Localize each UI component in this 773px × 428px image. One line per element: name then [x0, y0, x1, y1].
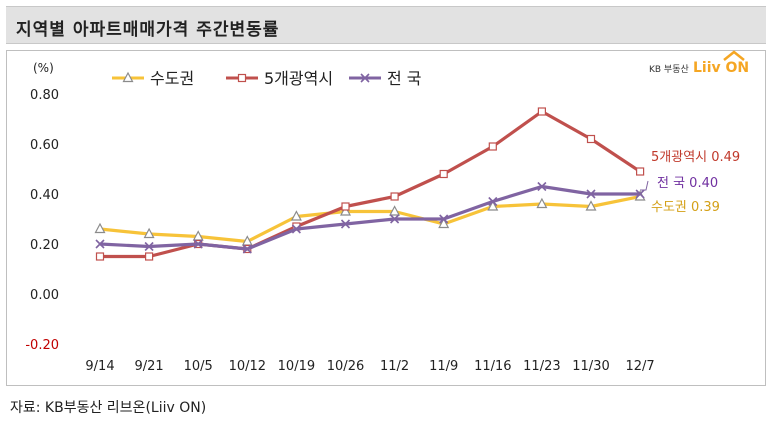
data-point-square	[95, 252, 105, 261]
x-tick-label: 12/7	[625, 359, 654, 374]
y-tick-label: 0.80	[30, 88, 59, 103]
source-note: 자료: KB부동산 리브온(Liiv ON)	[10, 400, 207, 416]
x-tick-label: 11/23	[523, 359, 560, 374]
data-point-x	[488, 196, 498, 207]
legend-marker	[122, 71, 134, 83]
data-point-x	[439, 214, 449, 224]
data-point-x	[242, 244, 252, 254]
x-tick-label: 11/16	[474, 359, 511, 374]
data-point-square	[586, 134, 596, 144]
x-tick-label: 11/9	[429, 359, 458, 374]
data-point-triangle	[585, 200, 597, 211]
y-tick-label: 0.20	[30, 238, 59, 253]
data-point-x	[193, 239, 203, 249]
series-end-label: 전 국 0.40	[657, 176, 718, 191]
series-line-1	[100, 109, 641, 259]
data-point-triangle	[143, 227, 155, 239]
data-point-square	[145, 252, 154, 261]
data-point-x	[537, 181, 547, 192]
data-point-square	[488, 142, 497, 151]
chart-frame	[6, 50, 766, 386]
y-tick-label: 0.00	[30, 288, 59, 303]
x-tick-label: 10/5	[184, 359, 213, 374]
legend-label: 5개광역시	[264, 69, 333, 88]
data-point-square	[439, 169, 448, 179]
legend-label: 수도권	[150, 69, 194, 88]
data-point-square	[635, 167, 645, 176]
logo-kb: KB 부동산	[649, 64, 689, 75]
data-point-x	[635, 189, 645, 199]
title-bar: 지역별 아파트매매가격 주간변동률	[6, 6, 766, 44]
x-tick-label: 9/21	[134, 359, 163, 374]
x-tick-label: 10/19	[278, 359, 315, 374]
page-title: 지역별 아파트매매가격 주간변동률	[16, 20, 280, 40]
data-point-triangle	[340, 205, 351, 216]
end-label-connector	[640, 180, 649, 191]
data-point-square	[537, 107, 547, 116]
series-end-label: 5개광역시 0.49	[651, 150, 740, 165]
data-point-triangle	[290, 210, 302, 221]
data-point-square	[390, 192, 399, 201]
x-tick-label: 10/26	[327, 359, 364, 374]
x-tick-label: 10/12	[229, 359, 266, 374]
series-end-label: 수도권 0.39	[651, 200, 720, 215]
legend-marker	[360, 73, 370, 83]
x-tick-label: 11/30	[572, 359, 609, 374]
series-line-2	[99, 184, 641, 251]
x-tick-label: 9/14	[85, 359, 114, 374]
x-tick-label: 11/2	[380, 359, 409, 374]
data-point-x	[586, 189, 596, 199]
data-point-x	[340, 219, 351, 229]
logo-roof-icon	[723, 50, 745, 61]
legend-label: 전 국	[387, 69, 422, 88]
data-point-square	[341, 202, 350, 211]
y-tick-label: 0.40	[30, 188, 59, 203]
data-point-x	[95, 239, 105, 249]
y-tick-label: -0.20	[25, 338, 59, 353]
y-tick-label: 0.60	[30, 138, 59, 153]
data-point-x	[144, 241, 154, 252]
data-point-triangle	[389, 205, 401, 216]
legend-marker	[237, 73, 247, 83]
data-point-triangle	[536, 197, 548, 209]
data-point-triangle	[487, 200, 499, 211]
y-axis-unit: (%)	[33, 61, 54, 75]
logo-brand: Liiv ON	[693, 60, 749, 76]
data-point-triangle	[438, 217, 450, 229]
series-line-0	[99, 194, 641, 244]
data-point-x	[291, 224, 301, 234]
data-point-x	[390, 214, 400, 224]
data-point-triangle	[94, 222, 106, 234]
